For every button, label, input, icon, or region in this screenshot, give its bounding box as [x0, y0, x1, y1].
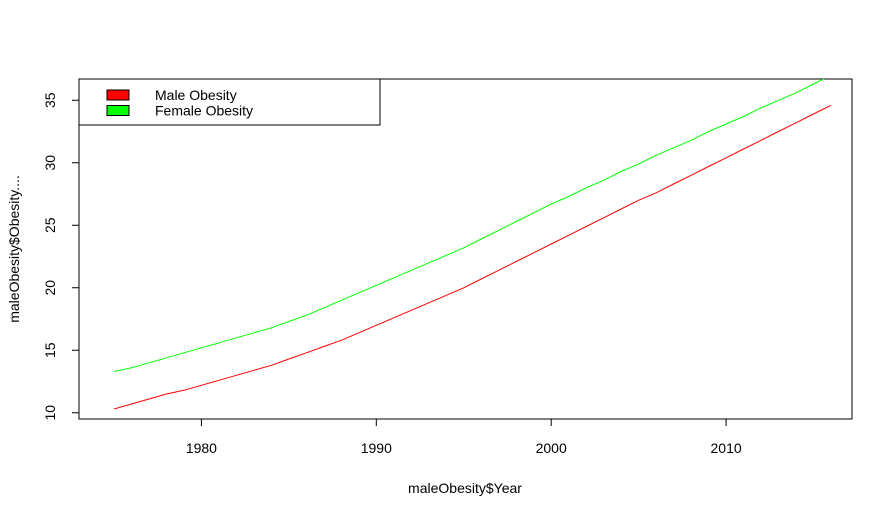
series-line-0	[113, 104, 832, 410]
y-tick-label: 10	[42, 405, 58, 421]
y-tick-label: 25	[42, 217, 58, 233]
x-tick-label: 2000	[536, 440, 567, 456]
legend-swatch-0	[106, 89, 130, 101]
x-tick-label: 2010	[711, 440, 742, 456]
plot-box	[78, 78, 853, 420]
x-axis: 1980 1990 2000 2010	[186, 418, 742, 456]
legend-box	[78, 78, 381, 126]
series-line-1	[113, 79, 825, 372]
legend-swatch-1	[106, 105, 130, 116]
y-tick-label: 35	[42, 92, 58, 108]
legend-label-1: Female Obesity	[155, 103, 253, 119]
series-group	[113, 79, 832, 410]
x-axis-label: maleObesity$Year	[408, 480, 522, 496]
x-tick-label: 1980	[186, 440, 217, 456]
y-tick-label: 15	[42, 342, 58, 358]
y-axis: 10 15 20 25 30 35	[42, 92, 80, 421]
y-tick-label: 20	[42, 280, 58, 296]
x-tick-label: 1990	[361, 440, 392, 456]
y-tick-label: 30	[42, 155, 58, 171]
y-axis-label: maleObesity$Obesity....	[6, 175, 22, 323]
legend-label-0: Male Obesity	[155, 87, 237, 103]
